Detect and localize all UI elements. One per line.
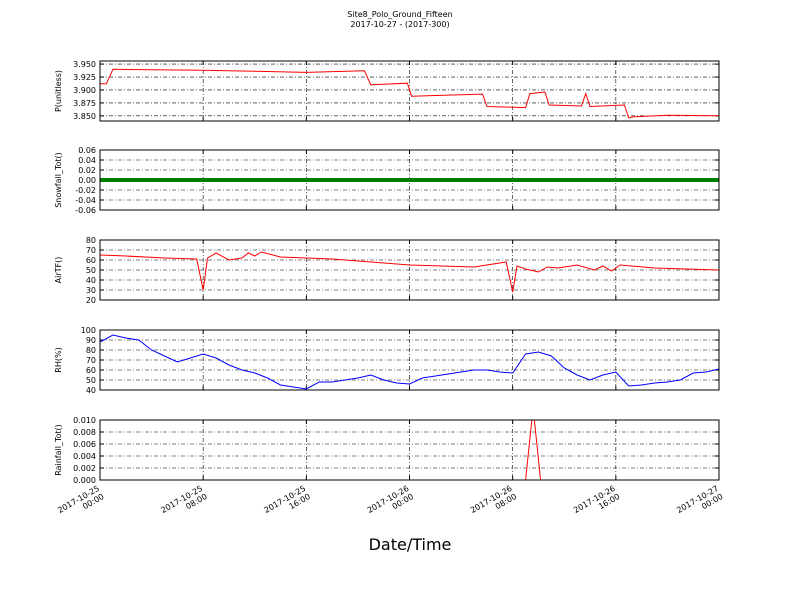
y-tick-label: 80 [86, 236, 96, 245]
axes-frame [99, 60, 720, 122]
panel: 3.850 3.875 3.900 3.925 3.950 P(unitless) [54, 60, 720, 122]
y-tick-label: 3.900 [73, 86, 96, 95]
y-tick-label: 3.875 [73, 99, 96, 108]
y-tick-label: 0.008 [73, 428, 96, 437]
y-tick-label: 70 [86, 356, 96, 365]
data-line [100, 334, 719, 390]
y-tick-label: 60 [86, 256, 96, 265]
y-axis-label: Rainfall_Tot() [54, 424, 63, 476]
y-tick-label: -0.04 [75, 196, 96, 205]
axes-frame [99, 329, 720, 391]
y-tick-label: 50 [86, 376, 96, 385]
y-tick-label: 40 [86, 276, 96, 285]
y-tick-label: 20 [86, 296, 96, 305]
x-axis-label: Date/Time [369, 535, 452, 554]
y-tick-label: 0.06 [78, 146, 96, 155]
y-axis-label: RH(%) [54, 347, 63, 372]
data-line [100, 251, 719, 293]
data-line [100, 68, 719, 119]
y-tick-label: 3.850 [73, 112, 96, 121]
y-tick-label: 3.950 [73, 60, 96, 69]
y-tick-label: 90 [86, 336, 96, 345]
y-tick-label: 0.006 [73, 440, 96, 449]
y-tick-label: 0.010 [73, 416, 96, 425]
y-tick-label: 0.000 [73, 476, 96, 485]
y-tick-label: 30 [86, 286, 96, 295]
y-axis-label: Snowfall_Tot() [54, 152, 63, 208]
figure-subtitle: 2017-10-27 - (2017-300) [350, 20, 449, 29]
y-tick-label: 3.925 [73, 73, 96, 82]
y-tick-label: 100 [81, 326, 96, 335]
y-tick-label: 0.002 [73, 464, 96, 473]
y-tick-label: -0.06 [75, 206, 96, 215]
y-tick-label: 0.00 [78, 176, 96, 185]
y-axis-label: P(unitless) [54, 70, 63, 112]
y-tick-label: 80 [86, 346, 96, 355]
axes-frame [99, 419, 720, 481]
y-tick-label: 0.004 [73, 452, 96, 461]
axes-frame [99, 239, 720, 301]
y-tick-label: -0.02 [75, 186, 96, 195]
y-tick-label: 0.02 [78, 166, 96, 175]
y-axis-label: AirTF() [54, 257, 63, 284]
y-tick-label: 40 [86, 386, 96, 395]
y-tick-label: 70 [86, 246, 96, 255]
y-tick-label: 50 [86, 266, 96, 275]
y-tick-label: 0.04 [78, 156, 96, 165]
axes-frame [99, 149, 720, 211]
panel: -0.06-0.04-0.020.000.020.040.06 Snowfall_… [54, 146, 720, 215]
figure-title: Site8_Polo_Ground_Fifteen [347, 10, 452, 19]
y-tick-label: 60 [86, 366, 96, 375]
